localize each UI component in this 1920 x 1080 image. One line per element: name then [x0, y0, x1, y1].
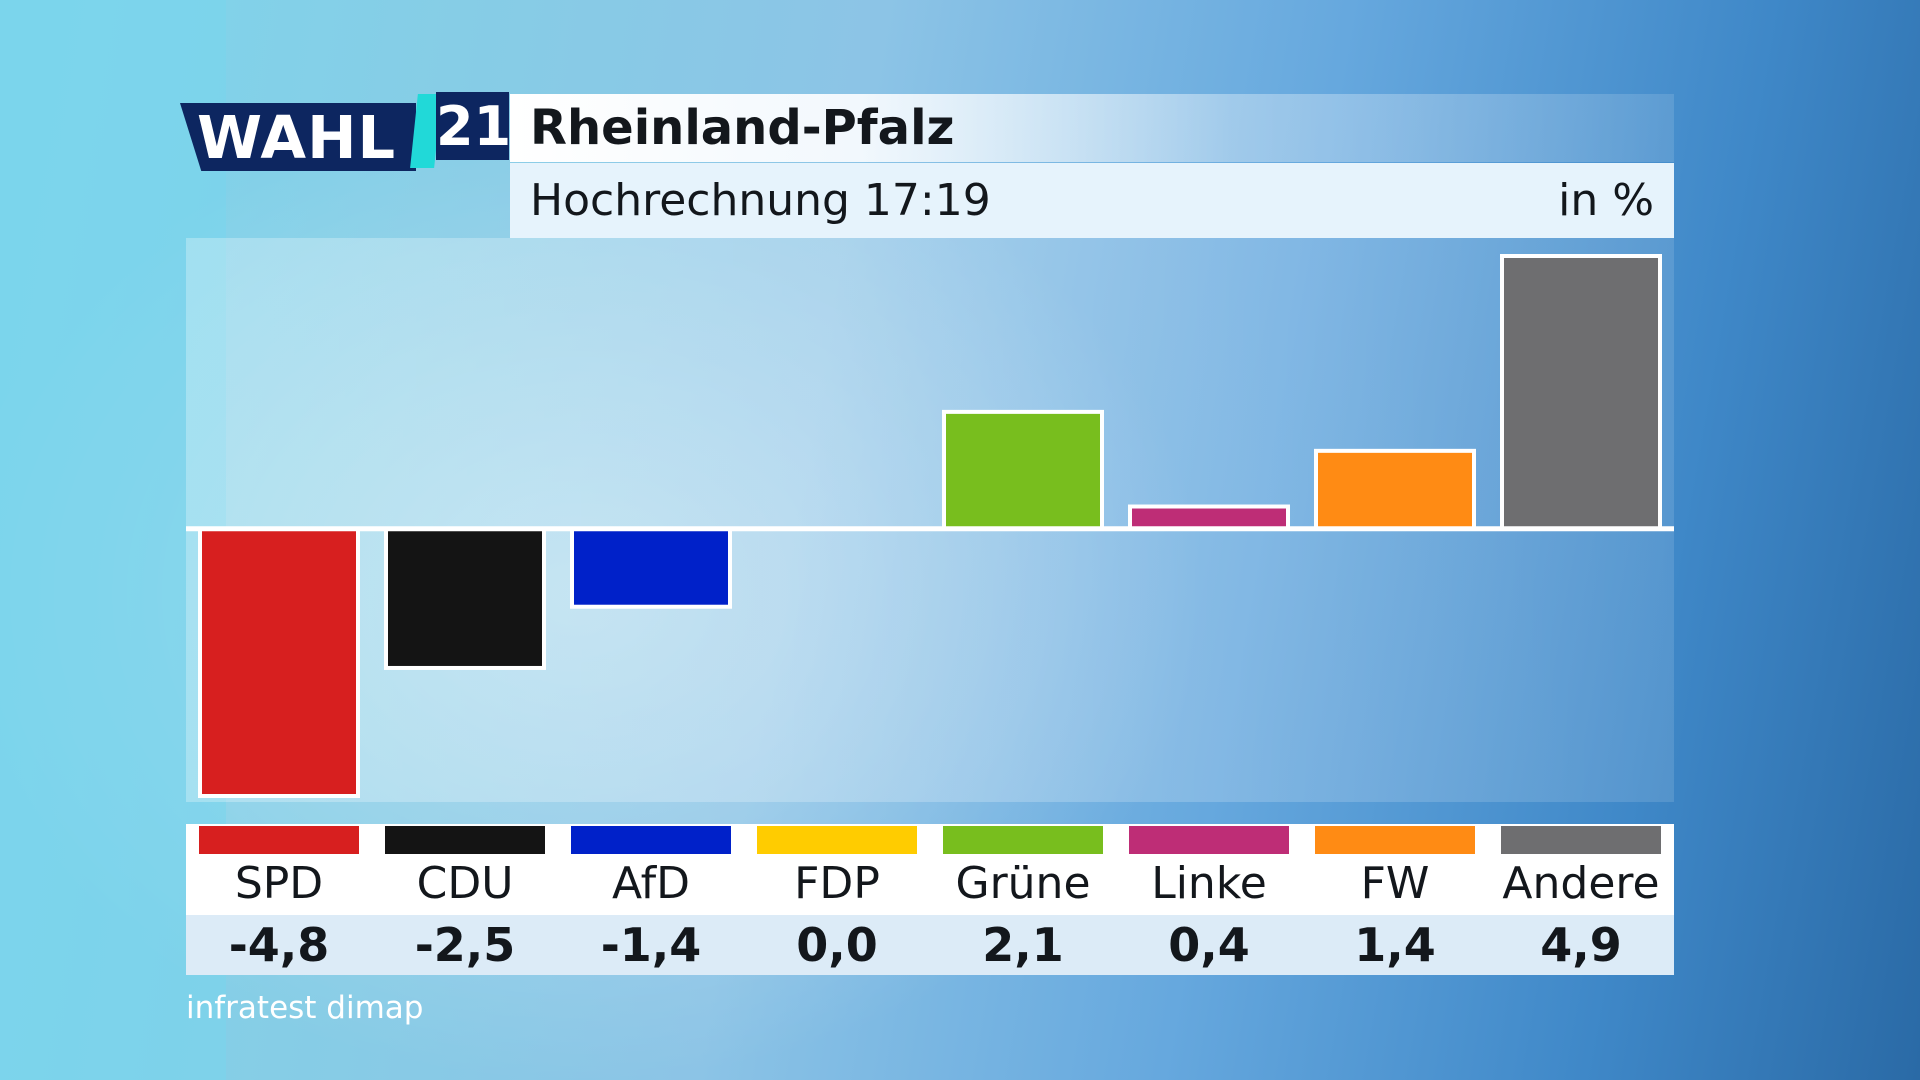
wahl-logo-year-box: 21 [436, 92, 512, 160]
title-bar: Rheinland-Pfalz [510, 94, 1674, 162]
legend-label-linke: Linke [1151, 858, 1267, 909]
value-label-andere: 4,9 [1540, 918, 1622, 972]
bar-spd [198, 526, 360, 798]
legend-swatch-cdu [385, 826, 545, 854]
bar-afd [570, 526, 732, 609]
legend-swatch-andere [1501, 826, 1661, 854]
legend-label-spd: SPD [234, 858, 324, 909]
legend-label-gr-ne: Grüne [955, 858, 1091, 909]
bar-linke [1128, 504, 1290, 531]
wahl-logo: WAHL [180, 103, 416, 171]
legend-label-afd: AfD [612, 858, 690, 909]
source-credit: infratest dimap [186, 990, 424, 1026]
legend-swatch-fw [1315, 826, 1475, 854]
legend-swatch-spd [199, 826, 359, 854]
legend-swatch-linke [1129, 826, 1289, 854]
bar-cdu [384, 526, 546, 670]
chart-subtitle: Hochrechnung 17:19 [530, 175, 991, 226]
unit-label: in % [1558, 175, 1654, 226]
values-band [186, 915, 1674, 975]
legend-label-cdu: CDU [416, 858, 514, 909]
bar-andere [1500, 254, 1662, 531]
bars-group [198, 254, 1662, 798]
value-label-cdu: -2,5 [414, 918, 516, 972]
wahl-logo-text: WAHL [197, 103, 397, 172]
legend-label-fdp: FDP [794, 858, 880, 909]
value-label-fdp: 0,0 [796, 918, 878, 972]
bar-gr-ne [942, 409, 1104, 531]
legend-swatch-afd [571, 826, 731, 854]
value-label-spd: -4,8 [228, 918, 330, 972]
legend-label-fw: FW [1360, 858, 1430, 909]
wahl-logo-year: 21 [436, 95, 512, 158]
subtitle-bar: Hochrechnung 17:19 in % [510, 163, 1674, 238]
legend-label-andere: Andere [1502, 858, 1660, 909]
legend-swatch-fdp [757, 826, 917, 854]
chart-title: Rheinland-Pfalz [530, 100, 955, 156]
bar-fw [1314, 448, 1476, 531]
value-label-fw: 1,4 [1354, 918, 1436, 972]
value-label-gr-ne: 2,1 [982, 918, 1064, 972]
value-label-afd: -1,4 [600, 918, 702, 972]
legend-swatch-gr-ne [943, 826, 1103, 854]
value-label-linke: 0,4 [1168, 918, 1250, 972]
